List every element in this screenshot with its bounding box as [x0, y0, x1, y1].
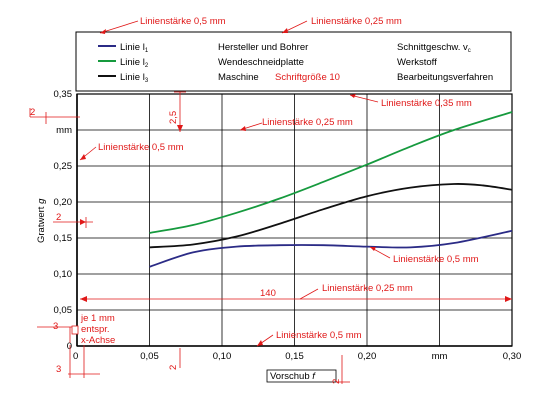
annot-top-right: Linienstärke 0,25 mm	[311, 16, 402, 27]
annot-dim-140: 140	[260, 288, 276, 299]
y-tick-label: 0	[67, 341, 72, 352]
annot-right-035: Linienstärke 0,35 mm	[381, 98, 472, 109]
legend-box: Linie l1 Hersteller und Bohrer Schnittge…	[75, 31, 512, 92]
annot-je1mm-2: entspr.	[81, 324, 110, 335]
annot-dim-2-mid: 2	[56, 212, 61, 223]
x-tick-label: 0,15	[285, 351, 304, 362]
x-tick-label: 0,20	[358, 351, 377, 362]
legend-label-l2: Linie l2	[120, 57, 149, 69]
annot-inner-025: Linienstärke 0,25 mm	[262, 117, 353, 128]
annot-top-left: Linienstärke 0,5 mm	[140, 16, 226, 27]
y-tick-label: 0,25	[54, 161, 73, 172]
annot-bottom-05: Linienstärke 0,5 mm	[276, 330, 362, 341]
y-tick-label: 0,15	[54, 233, 73, 244]
y-tick-label: 0,05	[54, 305, 73, 316]
annot-dim-25: 2,5	[168, 111, 179, 124]
series-line-l3	[149, 183, 513, 249]
annotation-texts: Linienstärke 0,5 mm Linienstärke 0,25 mm…	[30, 16, 479, 384]
x-tick-label: mm	[432, 351, 448, 362]
y-tick-label: 0,10	[54, 269, 73, 280]
legend-l3-col3: Bearbeitungsverfahren	[397, 72, 493, 83]
annot-je1mm-1: je 1 mm	[80, 313, 115, 324]
x-tick-label: 0,10	[213, 351, 232, 362]
y-tick-label: 0,20	[54, 197, 73, 208]
series-line-l2	[149, 111, 513, 234]
legend-l3-col2-red: Schriftgröße 10	[275, 72, 340, 83]
legend-l1-col2: Hersteller und Bohrer	[218, 42, 308, 53]
annot-left-05: Linienstärke 0,5 mm	[98, 142, 184, 153]
annot-dim-2-bottom-left: 2	[168, 365, 179, 370]
annot-je1mm-3: x-Achse	[81, 335, 115, 346]
annot-dim-3-bottom: 3	[56, 364, 61, 375]
plot-series	[149, 111, 513, 268]
x-axis-label: Vorschub f	[266, 369, 337, 383]
x-tick-label: 0	[73, 351, 78, 362]
annotation-markers	[80, 28, 512, 346]
y-tick-label: 0,35	[54, 89, 73, 100]
series-line-l1	[149, 229, 513, 268]
je1mm-marker-box	[71, 325, 79, 335]
x-tick-label: 0,30	[503, 351, 522, 362]
annot-dim-3-left: 3	[53, 321, 58, 332]
y-tick-label: mm	[56, 125, 72, 136]
legend-l3-col2: Maschine	[218, 72, 259, 83]
legend-l2-col2: Wendeschneidplatte	[218, 57, 304, 68]
annot-dim-2-top: 2	[30, 107, 35, 118]
annot-blue-05: Linienstärke 0,5 mm	[393, 254, 479, 265]
svg-text:Vorschub f: Vorschub f	[270, 371, 316, 382]
legend-l2-col3: Werkstoff	[397, 57, 437, 68]
y-axis-label: Gratwert g	[36, 198, 47, 243]
annot-dim-2-bottom-right: 2	[331, 379, 342, 384]
x-tick-label: 0,05	[140, 351, 159, 362]
tick-labels: 0 0,05 0,10 0,15 0,20 mm 0,30 0 0,05 0,10 0,15 0,20…	[54, 89, 522, 362]
legend-label-l3: Linie l3	[120, 72, 149, 84]
legend-label-l1: Linie l1	[120, 42, 149, 54]
annot-dim-140-note: Linienstärke 0,25 mm	[322, 283, 413, 294]
plot-frame	[76, 93, 513, 347]
legend-l1-col3: Schnittgeschw. vc	[397, 42, 471, 54]
